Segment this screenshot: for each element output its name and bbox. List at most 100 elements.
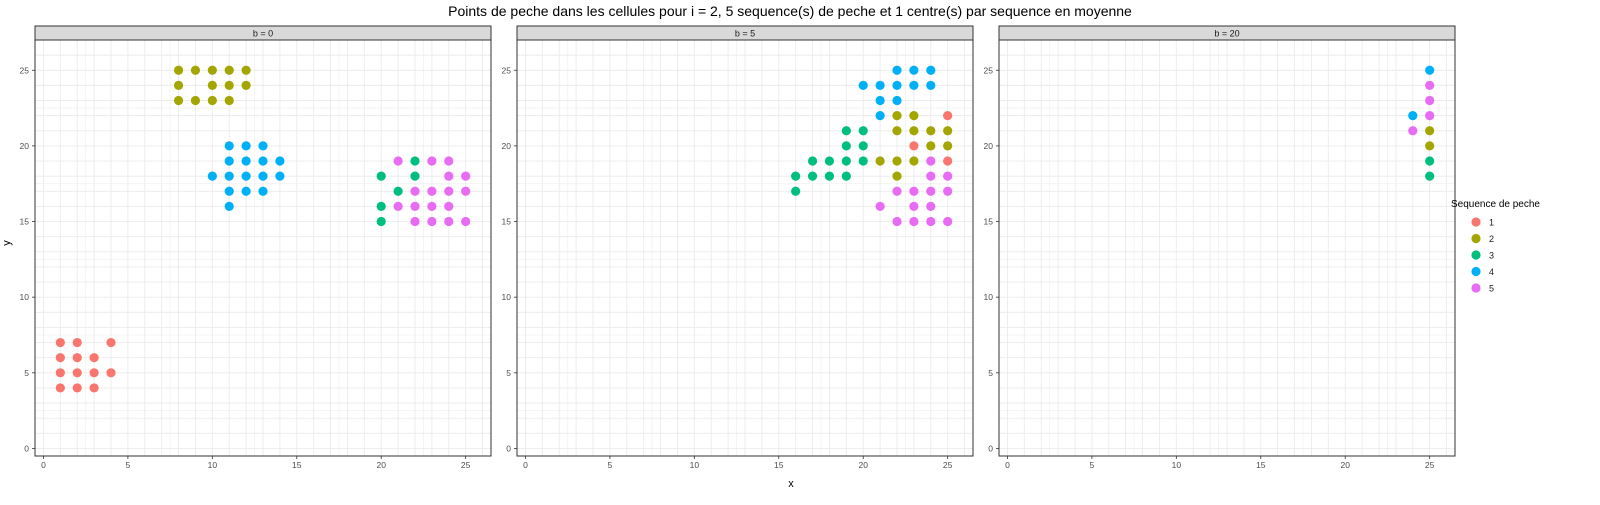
- data-point-seq-5: [461, 186, 471, 196]
- x-tick-label: 0: [523, 460, 528, 470]
- data-point-seq-2: [190, 95, 201, 106]
- data-point-seq-2: [173, 80, 184, 90]
- data-point-seq-5: [427, 186, 437, 196]
- data-point-seq-3: [841, 171, 851, 181]
- data-point-seq-5: [943, 216, 953, 227]
- y-tick-label: 5: [506, 368, 511, 378]
- data-point-seq-1: [55, 353, 65, 363]
- y-tick-label: 20: [984, 141, 994, 151]
- data-point-seq-5: [909, 201, 919, 211]
- data-point-seq-2: [926, 126, 936, 136]
- data-point-seq-1: [106, 337, 116, 348]
- data-point-seq-5: [875, 201, 885, 211]
- data-point-seq-2: [909, 111, 919, 121]
- x-tick-label: 20: [858, 460, 868, 470]
- y-tick-label: 10: [20, 292, 30, 302]
- data-point-seq-5: [427, 201, 437, 211]
- data-point-seq-1: [72, 337, 82, 348]
- data-point-seq-4: [875, 95, 885, 106]
- y-tick-label: 20: [502, 141, 512, 151]
- panel-border: [34, 39, 492, 457]
- x-tick-label: 0: [41, 460, 46, 470]
- data-point-seq-2: [1425, 141, 1435, 151]
- legend-label-1: 1: [1489, 218, 1494, 228]
- data-point-seq-4: [258, 171, 268, 181]
- y-tick-label: 25: [984, 65, 994, 75]
- data-point-seq-4: [1408, 111, 1418, 121]
- x-tick-label: 25: [461, 460, 471, 470]
- data-point-seq-1: [72, 383, 82, 393]
- data-point-seq-2: [892, 171, 902, 181]
- y-tick-label: 5: [988, 368, 993, 378]
- x-tick-label: 25: [1425, 460, 1435, 470]
- data-point-seq-2: [207, 95, 217, 106]
- data-point-seq-1: [106, 368, 116, 378]
- data-point-seq-2: [892, 126, 902, 136]
- data-point-seq-4: [224, 171, 234, 181]
- data-point-seq-2: [943, 126, 953, 136]
- data-point-seq-5: [926, 216, 936, 227]
- data-point-seq-5: [444, 171, 454, 181]
- facet-strip-label: b = 0: [253, 29, 273, 39]
- data-point-seq-5: [926, 171, 936, 181]
- data-point-seq-2: [224, 95, 234, 106]
- data-point-seq-2: [909, 156, 919, 166]
- data-point-seq-4: [241, 156, 251, 166]
- data-point-seq-3: [410, 171, 420, 181]
- data-point-seq-4: [258, 186, 268, 196]
- facet-panel: b = 0 0 5 10 15 20 25 0 5 10 15 20 25: [20, 25, 492, 470]
- data-point-seq-4: [258, 156, 268, 166]
- data-point-seq-3: [858, 156, 868, 166]
- data-point-seq-5: [1425, 111, 1435, 121]
- data-point-seq-1: [943, 156, 953, 166]
- y-tick-label: 15: [984, 217, 994, 227]
- data-point-seq-4: [858, 80, 868, 90]
- data-point-seq-3: [858, 141, 868, 151]
- data-point-seq-3: [791, 186, 801, 196]
- data-point-seq-5: [943, 186, 953, 196]
- data-point-seq-4: [1425, 65, 1435, 75]
- y-axis-label: y: [1, 240, 13, 246]
- legend-label-3: 3: [1489, 251, 1494, 261]
- data-point-seq-5: [427, 156, 437, 166]
- data-point-seq-2: [241, 80, 251, 90]
- x-tick-label: 15: [292, 460, 302, 470]
- data-point-seq-4: [224, 186, 234, 196]
- data-point-seq-2: [207, 80, 217, 90]
- data-point-seq-4: [224, 141, 234, 151]
- data-point-seq-5: [444, 186, 454, 196]
- data-point-seq-5: [1425, 95, 1435, 106]
- data-point-seq-5: [926, 156, 936, 166]
- data-point-seq-4: [875, 111, 885, 121]
- data-point-seq-2: [207, 65, 217, 75]
- data-point-seq-2: [173, 65, 184, 75]
- legend-key-3: [1471, 250, 1481, 260]
- data-point-seq-4: [909, 65, 919, 75]
- legend-key-1: [1471, 217, 1481, 227]
- data-point-seq-4: [892, 80, 902, 90]
- data-point-seq-2: [241, 65, 251, 75]
- legend-label-2: 2: [1489, 234, 1494, 244]
- data-point-seq-3: [376, 201, 386, 211]
- data-point-seq-2: [892, 111, 902, 121]
- data-point-seq-3: [807, 156, 818, 166]
- data-point-seq-2: [190, 65, 201, 75]
- data-point-seq-5: [444, 201, 454, 211]
- data-point-seq-4: [241, 141, 251, 151]
- y-tick-label: 10: [984, 292, 994, 302]
- data-point-seq-2: [909, 126, 919, 136]
- data-point-seq-2: [173, 95, 184, 106]
- data-point-seq-4: [275, 171, 285, 181]
- x-tick-label: 5: [126, 460, 131, 470]
- x-tick-label: 10: [1172, 460, 1182, 470]
- y-tick-label: 5: [24, 368, 29, 378]
- data-point-seq-4: [241, 171, 251, 181]
- data-point-seq-5: [410, 216, 420, 227]
- x-tick-label: 10: [690, 460, 700, 470]
- data-point-seq-2: [1425, 126, 1435, 136]
- y-tick-label: 25: [502, 65, 512, 75]
- data-point-seq-4: [892, 95, 902, 106]
- data-point-seq-5: [943, 171, 953, 181]
- x-axis-label: x: [788, 478, 794, 490]
